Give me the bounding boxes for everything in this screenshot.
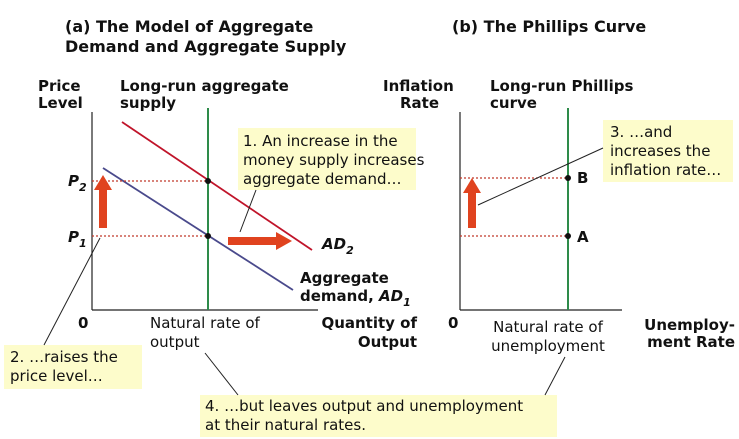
callout-box — [200, 395, 557, 437]
callout-line — [43, 237, 101, 346]
point — [565, 233, 571, 239]
callout-box — [238, 128, 416, 190]
callout-line — [544, 356, 566, 396]
curve-label: Long-run aggregate — [120, 77, 289, 95]
callout-text: money supply increases — [243, 151, 425, 169]
equilibrium-point — [205, 178, 211, 184]
axis-note: Natural rate of — [493, 318, 604, 336]
equilibrium-point — [205, 233, 211, 239]
axis-label: Quantity of — [321, 314, 417, 332]
arrow-right — [228, 232, 292, 250]
callout-text: 3. …and — [610, 123, 672, 141]
ad2-line — [121, 121, 313, 251]
label-sub: 2 — [79, 181, 87, 194]
arrow-up — [94, 175, 112, 228]
point-label: B — [577, 169, 588, 187]
callout-text: 1. An increase in the — [243, 132, 398, 150]
label-main: P — [68, 228, 79, 246]
curve-label: Aggregate — [300, 269, 389, 287]
panel-title: (a) The Model of Aggregate — [65, 17, 313, 36]
panel-title: Demand and Aggregate Supply — [65, 37, 347, 56]
axis-label: Rate — [400, 94, 439, 112]
callout-text: inflation rate… — [610, 161, 721, 179]
axis-label: Output — [358, 333, 417, 351]
label-main: AD — [321, 235, 346, 253]
callout-text: at their natural rates. — [205, 416, 366, 434]
curve-label: demand, AD1 — [300, 287, 411, 309]
ad1-line — [102, 167, 294, 291]
axis-note: Natural rate of — [150, 314, 261, 332]
label-sub: 1 — [79, 237, 87, 250]
curve-label: Long-run Phillips — [490, 77, 633, 95]
label-main: AD — [378, 287, 403, 305]
origin: 0 — [78, 314, 88, 332]
point — [565, 175, 571, 181]
price-label: P2 — [68, 172, 87, 194]
phillips-curve — [477, 147, 604, 206]
axis-label: Unemploy- — [644, 316, 735, 334]
label-text: demand, — [300, 287, 379, 305]
label-sub: 2 — [346, 244, 354, 257]
axis-label: Inflation — [383, 77, 454, 95]
callout-text: price level… — [10, 367, 103, 385]
callout-text: aggregate demand… — [243, 170, 401, 188]
label-sub: 1 — [403, 296, 411, 309]
callout-line — [239, 189, 257, 233]
curve-label: AD2 — [321, 235, 354, 257]
arrow-up — [463, 178, 481, 228]
axis-note: output — [150, 333, 200, 351]
axis-label: Price — [38, 77, 81, 95]
callout-box — [603, 120, 733, 182]
origin: 0 — [448, 314, 458, 332]
panel-title: (b) The Phillips Curve — [452, 17, 646, 36]
price-label: P1 — [68, 228, 87, 250]
axis-label: Level — [38, 94, 83, 112]
curve-label: supply — [120, 94, 176, 112]
curve-label: curve — [490, 94, 537, 112]
label-main: P — [68, 172, 79, 190]
axis-label: ment Rate — [647, 333, 735, 351]
callout-text: increases the — [610, 142, 710, 160]
callout-line — [204, 352, 239, 396]
callout-box — [4, 345, 142, 389]
callout-text: 2. …raises the — [10, 348, 118, 366]
callout-text: 4. …but leaves output and unemployment — [205, 397, 523, 415]
axis-note: unemployment — [491, 337, 605, 355]
point-label: A — [577, 228, 589, 246]
